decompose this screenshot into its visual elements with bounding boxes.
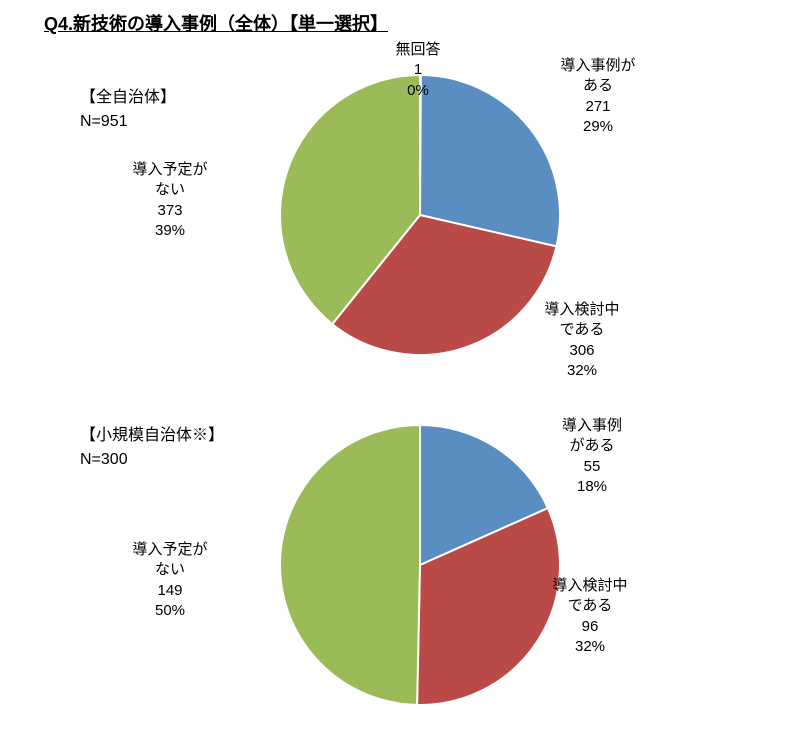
slice-label-line: 導入予定が (132, 161, 207, 178)
pie-slice (280, 425, 420, 705)
chart-1-subtitle: 【全自治体】 N=951 (80, 86, 176, 134)
slice-label-line: 50% (155, 602, 185, 619)
slice-label-line: ある (583, 77, 613, 94)
slice-label: 導入予定がない 373 39% (132, 160, 207, 241)
question-title: Q4.新技術の導入事例（全体）【単一選択】 (44, 10, 388, 36)
slice-label-line: 18% (577, 478, 607, 495)
slice-label-line: 39% (155, 222, 185, 239)
slice-label: 無回答 1 0% (395, 40, 440, 101)
slice-label-line: 271 (585, 98, 610, 115)
subtitle-line: 【全自治体】 (80, 89, 176, 106)
subtitle-line: N=300 (80, 451, 128, 468)
slice-label-line: 32% (567, 362, 597, 379)
slice-label-line: 55 (584, 458, 601, 475)
slice-label-line: 導入予定が (132, 541, 207, 558)
pie-chart-all-municipalities (278, 73, 562, 357)
slice-label-line: ない (155, 181, 185, 198)
slice-label-line: 導入検討中 (552, 577, 627, 594)
subtitle-line: N=951 (80, 113, 128, 130)
slice-label-line: 無回答 (395, 41, 440, 58)
slice-label: 導入事例がある 55 18% (562, 416, 622, 497)
slice-label-line: 96 (582, 618, 599, 635)
slice-label-line: 306 (569, 342, 594, 359)
slice-label-line: 1 (414, 61, 422, 78)
pie-chart-small-municipalities (278, 423, 562, 707)
slice-label-line: 0% (407, 82, 429, 99)
slice-label: 導入事例がある 271 29% (560, 56, 635, 137)
slice-label: 導入検討中である 306 32% (544, 300, 619, 381)
slice-label-line: 導入事例 (562, 417, 622, 434)
slice-label-line: 導入事例が (560, 57, 635, 74)
slice-label-line: 32% (575, 638, 605, 655)
slice-label-line: 373 (157, 202, 182, 219)
page-root: Q4.新技術の導入事例（全体）【単一選択】 【全自治体】 N=951 【小規模自治… (0, 0, 800, 752)
slice-label-line: 149 (157, 582, 182, 599)
slice-label-line: 29% (583, 118, 613, 135)
slice-label-line: である (568, 597, 613, 614)
slice-label-line: ない (155, 561, 185, 578)
slice-label: 導入検討中である 96 32% (552, 576, 627, 657)
slice-label-line: 導入検討中 (544, 301, 619, 318)
slice-label-line: がある (569, 437, 614, 454)
slice-label-line: である (560, 321, 605, 338)
chart-2-subtitle: 【小規模自治体※】 N=300 (80, 424, 224, 472)
slice-label: 導入予定がない 149 50% (132, 540, 207, 621)
subtitle-line: 【小規模自治体※】 (80, 427, 224, 444)
